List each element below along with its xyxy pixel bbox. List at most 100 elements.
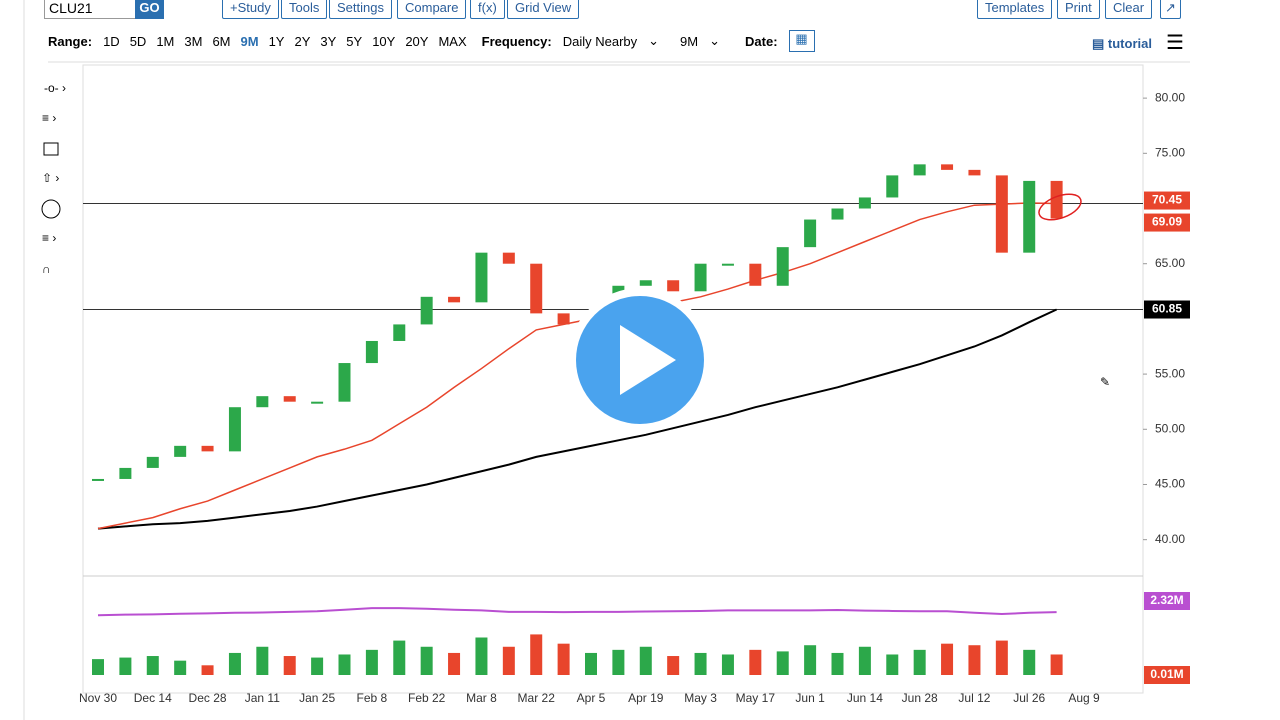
range-option[interactable]: 9M: [240, 33, 259, 49]
y-tick-label: 50.00: [1155, 421, 1185, 435]
toolbar-button[interactable]: Compare: [397, 0, 467, 19]
candle: [365, 340, 378, 364]
range-option[interactable]: 1D: [103, 33, 120, 49]
x-tick-label: Jan 25: [299, 691, 335, 705]
volume-bar: [858, 646, 871, 675]
x-tick-label: Feb 8: [357, 691, 388, 705]
volume-bar: [776, 651, 789, 675]
range-label: Range:: [48, 33, 93, 49]
y-tick-label: 55.00: [1155, 366, 1185, 380]
range-option[interactable]: MAX: [438, 33, 467, 49]
x-tick-label: Jun 28: [902, 691, 938, 705]
candle: [886, 175, 899, 198]
candle: [119, 467, 132, 479]
tutorial-text: tutorial: [1107, 36, 1152, 51]
volume-bar: [913, 649, 926, 675]
toolbar-button[interactable]: f(x): [470, 0, 505, 19]
x-tick-label: Mar 8: [466, 691, 497, 705]
toolbar-button[interactable]: Templates: [977, 0, 1053, 19]
candle: [667, 280, 680, 292]
x-tick-label: Nov 30: [79, 691, 117, 705]
candle: [913, 164, 926, 176]
candle: [639, 280, 652, 286]
candle: [557, 313, 570, 325]
range-option[interactable]: 5Y: [346, 33, 363, 49]
range-option[interactable]: 3Y: [320, 33, 337, 49]
price-tag: [1144, 213, 1190, 232]
tool-icon[interactable]: ≡ ›: [42, 111, 56, 125]
candle: [721, 263, 734, 266]
range-option[interactable]: 20Y: [405, 33, 429, 49]
toolbar-button[interactable]: Tools: [281, 0, 328, 19]
toolbar-button[interactable]: +Study: [222, 0, 279, 19]
period-select[interactable]: 9M: [680, 33, 699, 49]
range-option[interactable]: 1Y: [268, 33, 285, 49]
x-tick-label: Jul 12: [958, 691, 990, 705]
range-option[interactable]: 2Y: [294, 33, 311, 49]
tool-icon[interactable]: [41, 199, 61, 219]
volume-bar: [174, 660, 187, 675]
candle: [256, 396, 269, 408]
tutorial-link[interactable]: ▤ tutorial: [1092, 36, 1152, 51]
y-tick-label: 65.00: [1155, 256, 1185, 270]
range-option[interactable]: 5D: [129, 33, 147, 49]
tool-icon[interactable]: ∩: [42, 262, 51, 276]
volume-bar: [393, 640, 406, 675]
y-tick-label: 45.00: [1155, 477, 1185, 491]
x-tick-label: Apr 19: [628, 691, 664, 705]
price-tag-label: 70.45: [1152, 193, 1182, 207]
candle: [283, 396, 296, 402]
calendar-button[interactable]: ▦: [788, 30, 815, 52]
volume-bar: [146, 656, 159, 675]
candle: [694, 263, 707, 292]
volume-bar: [557, 643, 570, 675]
tool-icon[interactable]: ≡ ›: [42, 231, 56, 245]
volume-bar: [968, 645, 981, 675]
frequency-select[interactable]: Daily Nearby: [562, 33, 638, 49]
expand-button[interactable]: ↗: [1160, 0, 1181, 19]
volume-bar: [448, 652, 461, 675]
tool-icon[interactable]: [43, 142, 59, 156]
candle: [448, 296, 461, 303]
play-icon: [620, 325, 676, 395]
volume-bar: [228, 652, 241, 675]
toolbar-button[interactable]: Settings: [329, 0, 392, 19]
price-tag: [1144, 666, 1190, 684]
x-tick-label: May 17: [736, 691, 776, 705]
x-tick-label: May 3: [684, 691, 717, 705]
tool-icon[interactable]: -o- ›: [44, 81, 66, 95]
candle: [393, 324, 406, 341]
y-tick-label: 80.00: [1155, 90, 1185, 104]
plot-frame: [82, 64, 1144, 694]
menu-button[interactable]: ☰: [1166, 32, 1184, 54]
candle: [749, 263, 762, 286]
candle: [968, 169, 981, 176]
candle: [995, 175, 1008, 253]
cursor-icon: ✎: [1100, 375, 1110, 389]
range-bar: Range: 1D 5D 1M 3M 6M 9M 1Y 2Y 3Y 5Y 10Y 20Y MAX Fre…: [48, 30, 815, 52]
x-tick-label: Jul 26: [1013, 691, 1045, 705]
candle: [92, 478, 104, 481]
toolbar-button[interactable]: Print: [1057, 0, 1100, 19]
volume-bar: [475, 637, 488, 675]
date-label: Date:: [745, 33, 778, 49]
range-options: 1D 5D 1M 3M 6M 9M 1Y 2Y 3Y 5Y 10Y 20Y MAX: [103, 34, 467, 49]
range-option[interactable]: 10Y: [372, 33, 396, 49]
candle: [858, 197, 871, 209]
toolbar-button[interactable]: Clear: [1105, 0, 1153, 19]
candle: [201, 445, 214, 452]
toolbar-button[interactable]: Grid View: [507, 0, 580, 19]
candle: [475, 252, 488, 303]
volume-bar: [338, 654, 351, 675]
volume-bar: [831, 652, 844, 675]
range-option[interactable]: 3M: [184, 33, 203, 49]
range-option[interactable]: 6M: [212, 33, 231, 49]
go-button[interactable]: GO: [135, 0, 164, 19]
range-option[interactable]: 1M: [156, 33, 175, 49]
x-tick-label: Aug 9: [1068, 691, 1100, 705]
tool-icon[interactable]: ⇧ ›: [42, 171, 59, 185]
x-tick-label: Mar 22: [518, 691, 556, 705]
candle: [174, 445, 187, 457]
volume-bar: [804, 645, 817, 675]
